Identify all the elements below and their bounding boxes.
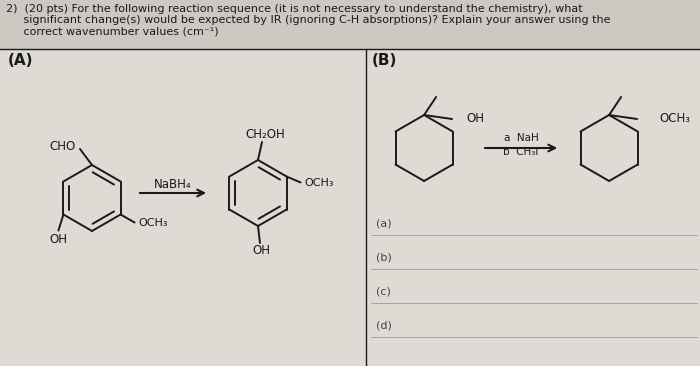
Text: OH: OH [50,233,67,246]
Text: OCH₃: OCH₃ [139,219,168,228]
Text: OCH₃: OCH₃ [304,179,335,188]
Text: OH: OH [252,244,270,258]
Text: CH₂OH: CH₂OH [245,127,285,141]
Text: a  NaH: a NaH [504,133,538,143]
Text: significant change(s) would be expected by IR (ignoring C-H absorptions)? Explai: significant change(s) would be expected … [6,15,610,25]
Text: (c): (c) [376,286,391,296]
Text: b  CH₃I: b CH₃I [503,147,539,157]
Text: (b): (b) [376,252,392,262]
Text: correct wavenumber values (cm⁻¹): correct wavenumber values (cm⁻¹) [6,27,218,37]
Text: (A): (A) [8,53,34,68]
Text: (B): (B) [372,53,398,68]
Text: OCH₃: OCH₃ [659,112,690,126]
FancyBboxPatch shape [0,49,700,366]
Text: NaBH₄: NaBH₄ [154,178,192,190]
Text: (d): (d) [376,320,392,330]
Text: CHO: CHO [50,139,76,153]
Text: OH: OH [466,112,484,126]
Text: 2)  (20 pts) For the following reaction sequence (it is not necessary to underst: 2) (20 pts) For the following reaction s… [6,4,582,14]
Text: (a): (a) [376,218,392,228]
